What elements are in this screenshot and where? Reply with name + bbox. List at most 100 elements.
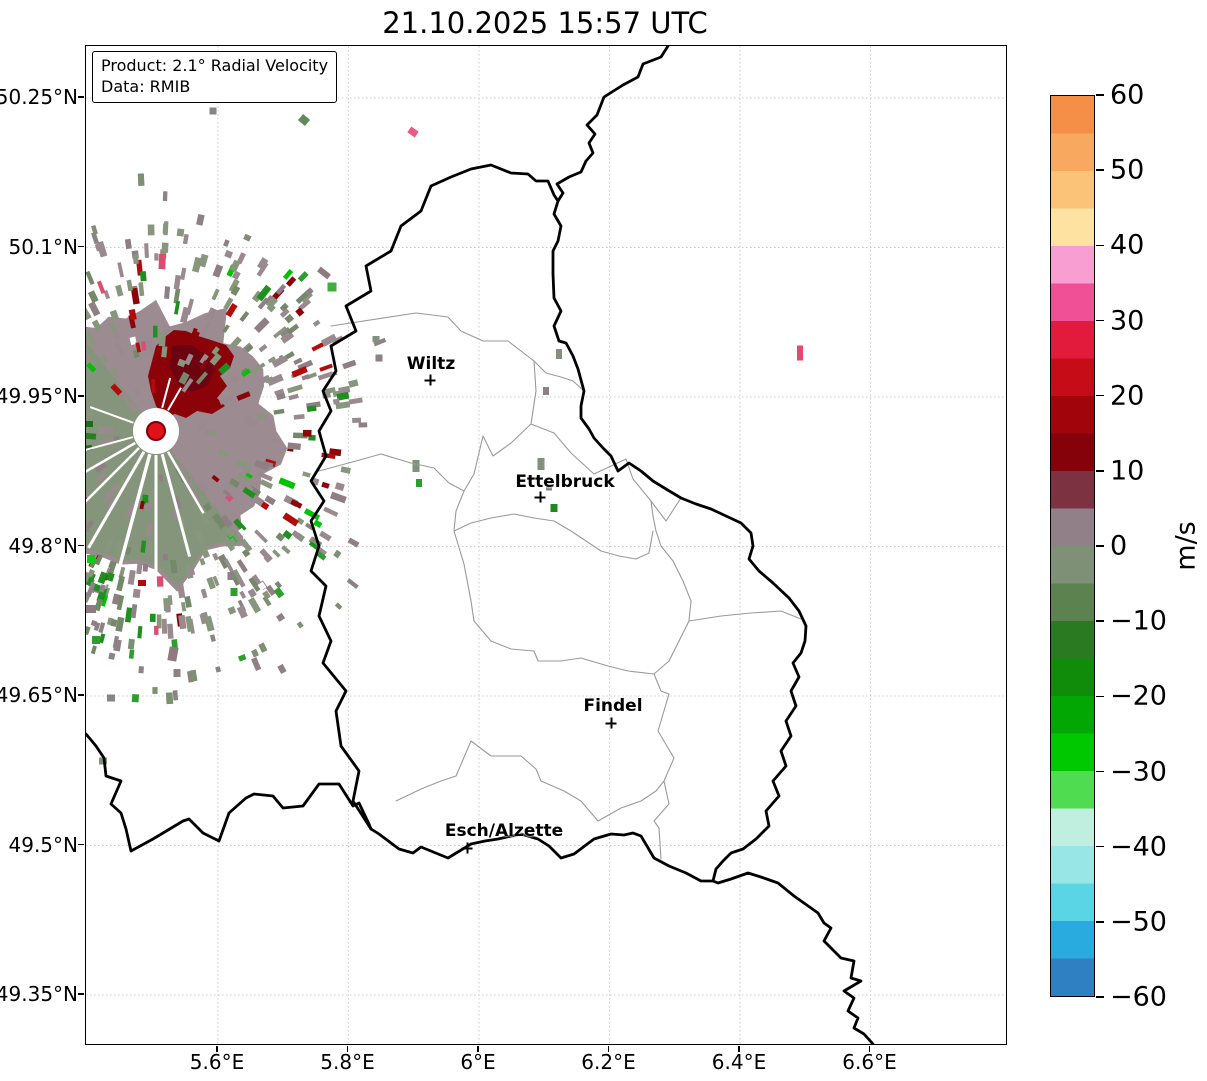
radar-speckle — [254, 459, 270, 471]
radar-speckle — [99, 354, 109, 365]
radar-speckle — [212, 264, 224, 278]
radar-speckle — [138, 666, 144, 674]
radar-speckle — [297, 298, 312, 311]
radar-speckle — [295, 307, 305, 317]
radar-speckle — [154, 625, 159, 635]
radar-speckle — [110, 383, 123, 396]
radar-speckle — [239, 310, 250, 322]
radar-speckle — [256, 257, 269, 270]
radar-speckle — [206, 307, 217, 320]
radar-speckle — [86, 402, 96, 413]
radar-speckle — [242, 486, 256, 499]
radar-speckle — [127, 401, 139, 413]
radar-speckle — [96, 280, 106, 295]
radar-speckle — [258, 343, 268, 353]
radar-speckle — [90, 620, 98, 627]
y-tick-mark — [78, 544, 84, 547]
radar-speckle — [332, 398, 340, 405]
y-tick-mark — [78, 694, 84, 696]
radar-speckle — [195, 371, 209, 385]
radar-speckle — [199, 557, 206, 566]
radar-speckle — [156, 576, 164, 587]
radar-speckle — [135, 342, 142, 353]
colorbar-tick-mark — [1096, 470, 1104, 472]
radar-speckle — [179, 514, 187, 528]
radar-speckle — [412, 460, 420, 472]
radar-speckle — [99, 584, 106, 593]
y-tick-label: 49.65°N — [0, 683, 78, 707]
luxembourg-border-east — [551, 199, 808, 883]
y-tick-mark — [78, 843, 84, 846]
radar-speckle — [131, 693, 140, 703]
radar-speckle — [113, 639, 122, 652]
radar-site-dot — [146, 421, 166, 441]
radar-speckle — [113, 540, 124, 556]
radar-speckle — [258, 642, 268, 653]
radar-speckle — [317, 371, 334, 381]
radar-speckle — [211, 346, 220, 356]
radar-speckle — [181, 601, 187, 612]
radar-speckle — [302, 471, 311, 478]
radar-speckle — [290, 499, 303, 509]
radar-speckle — [137, 173, 145, 187]
radar-speckle — [232, 569, 242, 581]
radar-speckle — [177, 358, 187, 368]
radar-speckle — [301, 374, 310, 381]
radar-speckle — [275, 283, 287, 295]
radar-speckle — [262, 595, 272, 607]
x-tick-label: 5.8°E — [320, 1050, 375, 1074]
radar-speckle — [223, 297, 234, 311]
radar-speckle — [184, 353, 194, 366]
radar-speckle — [224, 527, 235, 539]
radar-speckle — [266, 373, 284, 387]
colorbar-tick-label: 10 — [1110, 455, 1145, 487]
radar-speckle — [346, 578, 359, 589]
radar-beam-gap — [86, 441, 136, 473]
radar-speckle — [251, 648, 259, 658]
x-tick-label: 6°E — [460, 1050, 496, 1074]
radar-speckle — [293, 357, 303, 365]
radar-speckle — [236, 605, 248, 619]
radar-speckle — [93, 622, 101, 632]
radar-speckle — [279, 308, 290, 318]
radar-speckle — [260, 374, 271, 384]
radar-beam-gap — [86, 447, 140, 503]
radar-speckle — [182, 233, 189, 245]
colorbar-tick-mark — [1096, 695, 1104, 698]
colorbar-tick-label: 60 — [1110, 79, 1145, 111]
district-border-center-ring — [453, 490, 692, 675]
radar-speckle — [252, 574, 263, 587]
radar-speckle — [128, 649, 135, 659]
radar-speckle — [96, 587, 108, 603]
radar-speckle — [229, 477, 240, 488]
radar-speckle — [194, 529, 206, 545]
radar-speckle — [93, 461, 108, 473]
radar-speckle — [98, 622, 106, 634]
radar-speckle — [185, 615, 194, 633]
radar-speckle — [320, 333, 338, 347]
radar-speckle — [108, 652, 116, 660]
radar-speckle — [94, 471, 107, 483]
radar-speckle — [256, 261, 269, 277]
radar-speckle — [109, 283, 117, 295]
radar-speckle — [158, 474, 164, 482]
district-border-center-top — [453, 513, 654, 560]
radar-speckle — [190, 327, 198, 339]
radar-speckle — [230, 588, 238, 596]
radar-speckle — [317, 266, 331, 280]
radar-speckle — [165, 692, 174, 705]
radar-speckle — [275, 612, 286, 622]
radar-speckle — [211, 474, 220, 483]
radar-speckle — [115, 284, 124, 297]
radar-speckle — [334, 602, 343, 610]
radar-speckle — [319, 530, 332, 542]
plot-title: 21.10.2025 15:57 UTC — [382, 6, 708, 40]
radar-speckle — [257, 297, 269, 310]
radar-speckle — [321, 481, 330, 489]
colorbar-tick-label: −40 — [1110, 831, 1167, 863]
radar-speckle — [375, 354, 383, 362]
radar-speckle — [312, 319, 321, 327]
radar-speckle — [137, 626, 143, 639]
radar-speckle — [126, 279, 133, 292]
x-tick-mark — [346, 1046, 349, 1052]
